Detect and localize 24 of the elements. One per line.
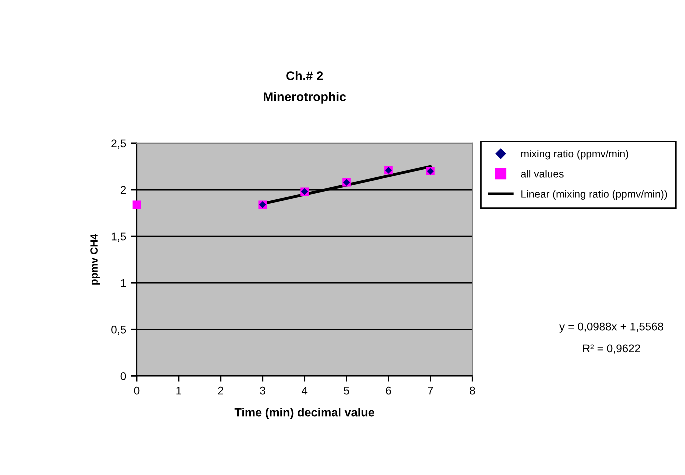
- x-tick-label: 6: [386, 386, 392, 395]
- x-tick-label: 2: [218, 386, 224, 395]
- x-tick-label: 0: [134, 386, 140, 395]
- y-tick-label: 1,5: [112, 232, 126, 242]
- x-axis-title: Time (min) decimal value: [234, 408, 375, 420]
- legend-label: all values: [521, 170, 564, 178]
- x-tick-label: 7: [428, 387, 434, 395]
- x-tick-label: 4: [302, 387, 308, 395]
- text: R² = 0,9622: [583, 344, 640, 354]
- y-tick-label: 0,5: [112, 326, 126, 336]
- x-tick-label: 8: [470, 386, 476, 395]
- x-tick-label: 5: [344, 387, 350, 395]
- chart-title: Ch.# 2: [286, 71, 324, 80]
- y-axis-title: ppmv CH4: [90, 234, 100, 285]
- legend-label: mixing ratio (ppmv/min): [521, 150, 628, 160]
- y-tick-label: 2,5: [112, 140, 126, 149]
- text: y = 0,0988x + 1,5568: [560, 322, 664, 333]
- legend-label: Linear (mixing ratio (ppmv/min)): [522, 190, 668, 200]
- y-tick-label: 1: [121, 279, 126, 288]
- y-tick-label: 0: [120, 372, 126, 380]
- chart-subtitle: Minerotrophic: [264, 92, 346, 104]
- y-tick-label: 2: [120, 186, 126, 194]
- x-tick-label: 1: [176, 387, 182, 395]
- x-tick-label: 3: [260, 386, 266, 395]
